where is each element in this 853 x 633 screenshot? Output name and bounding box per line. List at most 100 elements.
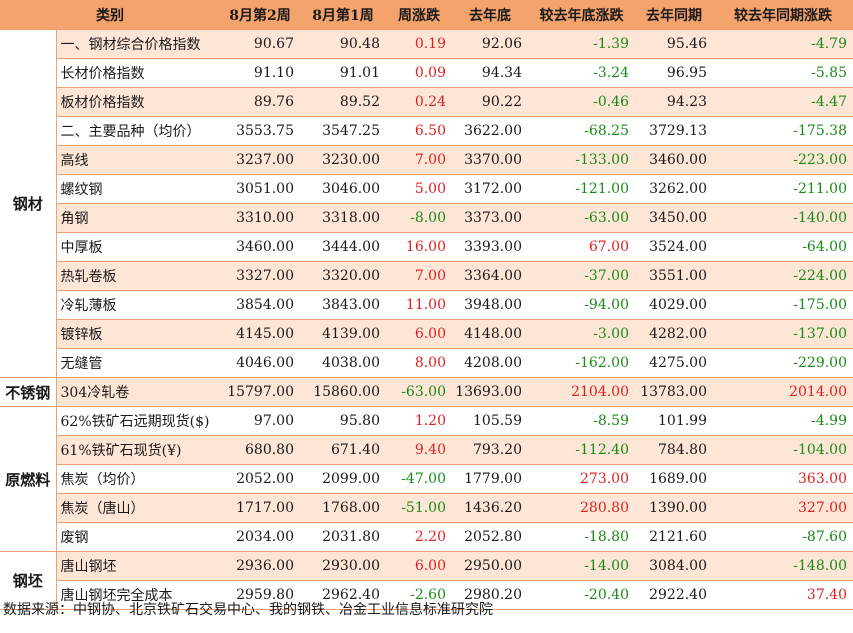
value-cell: 2962.40: [300, 580, 386, 610]
value-cell: 273.00: [528, 464, 635, 494]
value-cell: 95.80: [300, 406, 386, 436]
item-name-cell: 304冷轧卷: [56, 377, 220, 407]
value-cell: 3172.00: [452, 174, 528, 204]
category-cell: 不锈钢: [0, 377, 57, 407]
value-cell: 2031.80: [300, 522, 386, 552]
item-name-cell: 冷轧薄板: [56, 290, 220, 320]
value-cell: 0.24: [386, 87, 452, 117]
value-cell: 3843.00: [300, 290, 386, 320]
value-cell: 3547.25: [300, 116, 386, 146]
value-cell: 1390.00: [635, 493, 713, 523]
value-cell: 91.10: [220, 58, 300, 88]
value-cell: -137.00: [713, 319, 853, 349]
value-cell: 4282.00: [635, 319, 713, 349]
item-name-cell: 唐山钢坯完全成本: [56, 580, 220, 610]
value-cell: 97.00: [220, 406, 300, 436]
header-category: 类别: [0, 0, 220, 30]
header-last-year-end: 去年底: [452, 0, 528, 30]
item-name-cell: 中厚板: [56, 232, 220, 262]
value-cell: 15797.00: [220, 377, 300, 407]
value-cell: 1.20: [386, 406, 452, 436]
value-cell: 3460.00: [220, 232, 300, 262]
value-cell: 1689.00: [635, 464, 713, 494]
table-row: 板材价格指数 89.76 89.52 0.24 90.22 -0.46 94.23 -4.47: [0, 87, 853, 117]
table-row: 角钢 3310.00 3318.00 -8.00 3373.00 -63.00 3450.0…: [0, 203, 853, 233]
table-row: 唐山钢坯完全成本 2959.80 2962.40 -2.60 2980.20 -20.40…: [0, 580, 853, 610]
table-row: 镀锌板 4145.00 4139.00 6.00 4148.00 -3.00 4282.00…: [0, 319, 853, 349]
value-cell: 2121.60: [635, 522, 713, 552]
item-name-cell: 无缝管: [56, 348, 220, 378]
value-cell: -112.40: [528, 435, 635, 465]
value-cell: -87.60: [713, 522, 853, 552]
value-cell: -2.60: [386, 580, 452, 610]
value-cell: 90.22: [452, 87, 528, 117]
value-cell: 94.23: [635, 87, 713, 117]
value-cell: 95.46: [635, 29, 713, 59]
value-cell: 3444.00: [300, 232, 386, 262]
value-cell: -162.00: [528, 348, 635, 378]
value-cell: -68.25: [528, 116, 635, 146]
value-cell: 37.40: [713, 580, 853, 610]
value-cell: 13783.00: [635, 377, 713, 407]
value-cell: 3327.00: [220, 261, 300, 291]
value-cell: 3046.00: [300, 174, 386, 204]
value-cell: -1.39: [528, 29, 635, 59]
value-cell: 3373.00: [452, 203, 528, 233]
value-cell: 3729.13: [635, 116, 713, 146]
table-row: 不锈钢 304冷轧卷 15797.00 15860.00 -63.00 13693.00 2…: [0, 377, 853, 407]
header-vs-last-year-same: 较去年同期涨跌: [713, 0, 853, 30]
value-cell: 3524.00: [635, 232, 713, 262]
item-name-cell: 焦炭（唐山）: [56, 493, 220, 523]
item-name-cell: 高线: [56, 145, 220, 175]
value-cell: -5.85: [713, 58, 853, 88]
value-cell: 0.09: [386, 58, 452, 88]
header-weekly-change: 周涨跌: [386, 0, 452, 30]
table-row: 原燃料 62%铁矿石远期现货($) 97.00 95.80 1.20 105.59 -8.5…: [0, 406, 853, 552]
value-cell: 15860.00: [300, 377, 386, 407]
table-row: 废钢 2034.00 2031.80 2.20 2052.80 -18.80 2121.60…: [0, 522, 853, 552]
value-cell: 3084.00: [635, 551, 713, 581]
item-name-cell: 长材价格指数: [56, 58, 220, 88]
value-cell: 2052.00: [220, 464, 300, 494]
value-cell: 7.00: [386, 261, 452, 291]
value-cell: 5.00: [386, 174, 452, 204]
value-cell: -4.47: [713, 87, 853, 117]
value-cell: -64.00: [713, 232, 853, 262]
value-cell: 2099.00: [300, 464, 386, 494]
item-name-cell: 镀锌板: [56, 319, 220, 349]
value-cell: 8.00: [386, 348, 452, 378]
category-cell: 原燃料: [0, 406, 57, 552]
value-cell: 2922.40: [635, 580, 713, 610]
value-cell: 67.00: [528, 232, 635, 262]
table-row: 冷轧薄板 3854.00 3843.00 11.00 3948.00 -94.00 4029…: [0, 290, 853, 320]
value-cell: 4148.00: [452, 319, 528, 349]
value-cell: 89.52: [300, 87, 386, 117]
table-row: 二、主要品种（均价） 3553.75 3547.25 6.50 3622.00 -68.2…: [0, 116, 853, 146]
value-cell: 2980.20: [452, 580, 528, 610]
value-cell: 793.20: [452, 435, 528, 465]
value-cell: -63.00: [386, 377, 452, 407]
value-cell: 1717.00: [220, 493, 300, 523]
table-row: 钢材 一、钢材综合价格指数 90.67 90.48 0.19 92.06 -1.39 95.4…: [0, 29, 853, 378]
item-name-cell: 热轧卷板: [56, 261, 220, 291]
value-cell: 2014.00: [713, 377, 853, 407]
value-cell: 3393.00: [452, 232, 528, 262]
header-last-year-same: 去年同期: [635, 0, 713, 30]
value-cell: 2936.00: [220, 551, 300, 581]
header-week2: 8月第2周: [220, 0, 300, 30]
value-cell: 3553.75: [220, 116, 300, 146]
value-cell: 3622.00: [452, 116, 528, 146]
value-cell: 96.95: [635, 58, 713, 88]
table-row: 热轧卷板 3327.00 3320.00 7.00 3364.00 -37.00 3551.…: [0, 261, 853, 291]
value-cell: 3318.00: [300, 203, 386, 233]
value-cell: 6.00: [386, 319, 452, 349]
value-cell: 94.34: [452, 58, 528, 88]
value-cell: 680.80: [220, 435, 300, 465]
value-cell: 9.40: [386, 435, 452, 465]
value-cell: 327.00: [713, 493, 853, 523]
item-name-cell: 61%铁矿石现货(¥): [56, 435, 220, 465]
table-row: 高线 3237.00 3230.00 7.00 3370.00 -133.00 3460.0…: [0, 145, 853, 175]
value-cell: 3551.00: [635, 261, 713, 291]
header-row: 类别 8月第2周 8月第1周 周涨跌 去年底 较去年底涨跌 去年同期 较去年同期…: [0, 0, 853, 30]
value-cell: 91.01: [300, 58, 386, 88]
